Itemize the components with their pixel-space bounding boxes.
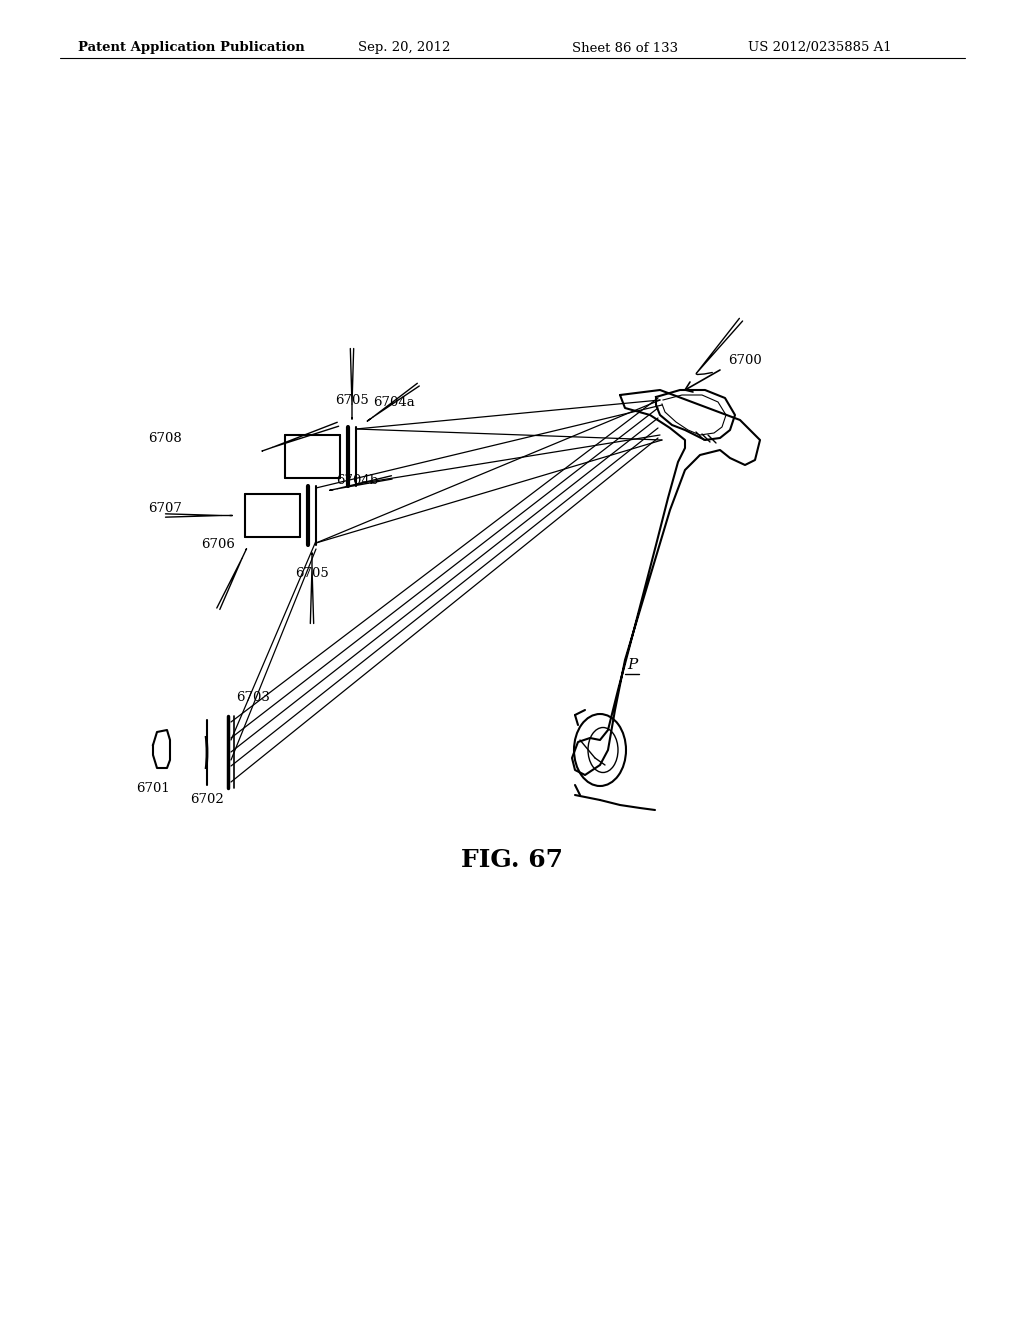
Text: 6703: 6703 [236, 690, 270, 704]
Text: 6706: 6706 [201, 539, 234, 552]
Text: P: P [627, 657, 637, 672]
Text: Patent Application Publication: Patent Application Publication [78, 41, 305, 54]
Text: 6702: 6702 [190, 793, 224, 807]
Text: FIG. 67: FIG. 67 [461, 847, 563, 873]
Text: 6708: 6708 [148, 432, 182, 445]
Text: Sheet 86 of 133: Sheet 86 of 133 [572, 41, 678, 54]
Text: 6700: 6700 [728, 354, 762, 367]
Text: 6704b: 6704b [336, 474, 378, 487]
Text: Sep. 20, 2012: Sep. 20, 2012 [358, 41, 451, 54]
Text: 6705: 6705 [335, 393, 369, 407]
Text: 6705: 6705 [295, 568, 329, 579]
Text: US 2012/0235885 A1: US 2012/0235885 A1 [748, 41, 892, 54]
Text: 6707: 6707 [148, 502, 182, 515]
Text: 6704a: 6704a [373, 396, 415, 409]
Text: 6701: 6701 [136, 781, 170, 795]
